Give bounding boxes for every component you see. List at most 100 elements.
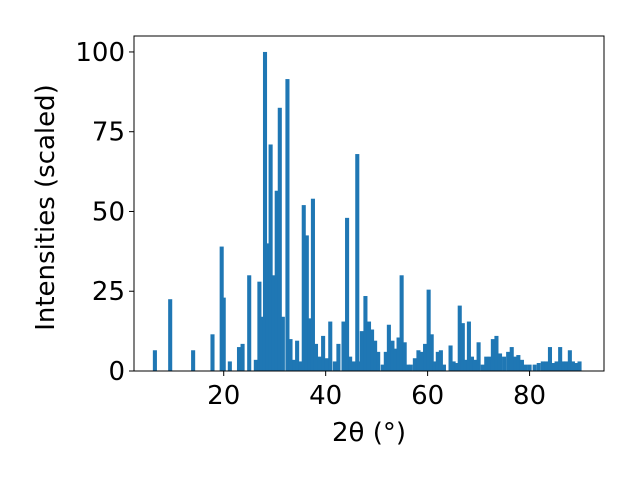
bar <box>497 353 503 371</box>
bar <box>487 356 492 371</box>
bar-series <box>152 51 582 371</box>
bar <box>451 361 456 371</box>
bar <box>396 337 401 371</box>
bar <box>341 321 346 371</box>
bar <box>345 217 350 371</box>
bar <box>373 340 378 371</box>
bar <box>274 190 279 371</box>
bar <box>307 318 312 371</box>
bar <box>301 205 306 371</box>
bar <box>285 79 290 371</box>
bar <box>324 358 329 371</box>
x-axis-ticks: 20 40 60 80 <box>207 371 546 411</box>
bar <box>423 343 428 371</box>
bar <box>393 348 398 371</box>
bar <box>366 321 372 371</box>
bar <box>402 342 407 371</box>
bar <box>574 363 579 371</box>
bar <box>257 281 262 371</box>
bar <box>577 361 582 371</box>
bar <box>277 107 282 371</box>
bar <box>564 361 569 371</box>
bar <box>332 361 337 371</box>
bar <box>268 144 273 371</box>
bar <box>271 275 276 371</box>
bar <box>438 350 443 371</box>
bar <box>336 343 341 371</box>
bar <box>567 350 572 371</box>
bar <box>570 361 575 371</box>
bar <box>416 350 421 371</box>
bar <box>435 351 440 371</box>
x-tick-label: 20 <box>207 381 240 411</box>
bar <box>502 356 507 371</box>
bar <box>457 305 462 371</box>
bar <box>460 323 465 371</box>
bar <box>419 351 424 371</box>
bar <box>313 343 319 371</box>
bar <box>519 359 524 371</box>
x-axis-label: 2θ (°) <box>332 418 406 448</box>
bar <box>469 356 475 371</box>
bar <box>405 364 410 371</box>
bar <box>484 356 489 371</box>
bar <box>536 363 541 371</box>
bar <box>490 339 495 371</box>
bar <box>376 351 381 371</box>
bar <box>527 364 532 371</box>
bar <box>152 350 157 371</box>
bar <box>429 334 434 371</box>
bar <box>321 335 326 371</box>
bar <box>463 359 468 371</box>
bar <box>317 356 322 371</box>
bar <box>547 347 553 371</box>
bar <box>558 347 563 371</box>
bar <box>386 324 391 371</box>
x-tick-label: 40 <box>309 381 342 411</box>
bar <box>390 340 395 371</box>
bar <box>304 235 309 371</box>
bar <box>540 361 545 371</box>
bar <box>399 275 404 371</box>
bar <box>221 297 226 371</box>
y-axis-label: Intensities (scaled) <box>31 84 61 331</box>
bar <box>476 342 481 371</box>
bar <box>265 243 270 371</box>
y-tick-label: 100 <box>75 38 125 68</box>
bar <box>561 361 566 371</box>
bar <box>357 361 362 371</box>
bar <box>355 154 360 371</box>
bar <box>359 331 364 371</box>
bar <box>494 335 499 371</box>
bar <box>516 355 521 371</box>
bar <box>247 275 252 371</box>
bar <box>448 345 453 371</box>
bar <box>554 361 559 371</box>
bar <box>259 316 264 371</box>
y-axis-ticks: 0 25 50 75 100 <box>75 38 134 387</box>
bar <box>472 359 478 371</box>
y-tick-label: 50 <box>92 197 125 227</box>
bar <box>412 358 417 371</box>
bar <box>262 51 268 371</box>
bar <box>383 351 388 371</box>
bar <box>506 351 511 371</box>
bar <box>509 347 514 371</box>
bar <box>168 299 173 371</box>
y-tick-label: 0 <box>108 357 125 387</box>
bar <box>191 350 196 371</box>
bar <box>328 321 333 371</box>
bar <box>432 361 437 371</box>
bar <box>532 364 537 371</box>
bar <box>210 334 215 371</box>
bar <box>426 289 431 371</box>
bar <box>523 364 528 371</box>
bar <box>288 339 293 371</box>
bar <box>253 359 258 371</box>
bar <box>363 296 368 371</box>
bar <box>454 363 459 371</box>
bar <box>544 361 549 371</box>
bar <box>466 321 471 371</box>
